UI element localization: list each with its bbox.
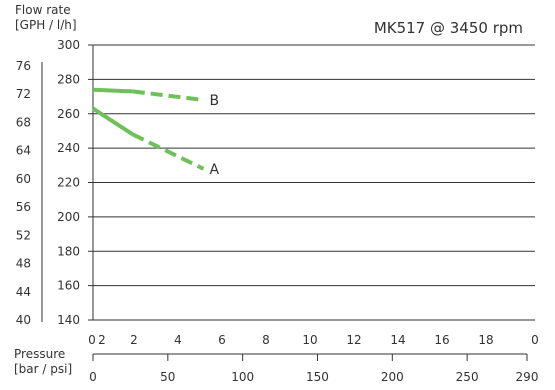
x-tick-label-bar: 0 (531, 333, 539, 347)
x-tick-label-bar: 0 (88, 333, 96, 347)
x-tick-label-bar: 4 (174, 333, 182, 347)
x-tick-label-bar: 12 (346, 333, 361, 347)
x-tick-label-psi: 50 (160, 370, 175, 384)
chart-title: MK517 @ 3450 rpm (374, 19, 523, 37)
y-tick-label-gph: 64 (16, 144, 31, 158)
series-a-solid (91, 106, 134, 137)
x-tick-label-psi: 250 (456, 370, 479, 384)
x-axis-label-line2: [bar / psi] (14, 362, 72, 376)
series-b-dashed (132, 89, 204, 102)
x-tick-label-bar: 8 (262, 333, 270, 347)
x-axis-bar-ticks: 0 2 2 4 6 8 10 12 14 16 18 0 (88, 333, 539, 347)
x-tick-label-bar: 16 (434, 333, 449, 347)
grid-lines (88, 44, 535, 321)
x-tick-label-bar: 2 (130, 333, 138, 347)
y-tick-label-gph: 72 (16, 87, 31, 101)
x-axis-psi-ticks: 0 50 100 150 200 250 290 (89, 354, 538, 384)
y-tick-label-lph: 240 (57, 141, 80, 155)
x-axis-label-line1: Pressure (14, 347, 65, 361)
y-axis-gph-ticks: 76 72 68 64 60 56 52 48 44 40 (16, 59, 31, 327)
y-tick-label-gph: 56 (16, 200, 31, 214)
y-tick-label-lph: 260 (57, 107, 80, 121)
series-lines: AB (91, 87, 220, 178)
y-tick-label-lph: 300 (57, 38, 80, 52)
y-tick-label-gph: 48 (16, 257, 31, 271)
x-tick-label-bar: 14 (390, 333, 405, 347)
x-tick-label-bar: 10 (302, 333, 317, 347)
y-tick-label-gph: 76 (16, 59, 31, 73)
series-a-dashed (131, 132, 205, 171)
series-label-a: A (210, 162, 220, 178)
y-tick-label-lph: 220 (57, 176, 80, 190)
x-tick-label-psi: 290 (516, 370, 539, 384)
y-tick-label-gph: 60 (16, 172, 31, 186)
x-tick-label-psi: 150 (306, 370, 329, 384)
y-tick-label-lph: 180 (57, 244, 80, 258)
series-b-solid (92, 87, 133, 94)
y-tick-label-gph: 68 (16, 115, 31, 129)
x-tick-label-psi: 100 (231, 370, 254, 384)
y-axis-lph-ticks: 300 280 260 240 220 200 180 160 140 (57, 38, 80, 327)
y-tick-label-gph: 40 (16, 313, 31, 327)
y-tick-label-gph: 44 (16, 285, 31, 299)
y-axis-label-line1: Flow rate (15, 3, 71, 17)
y-tick-label-lph: 200 (57, 210, 80, 224)
x-tick-label-bar: 18 (478, 333, 493, 347)
y-tick-label-lph: 140 (57, 313, 80, 327)
x-tick-label-psi: 0 (89, 370, 97, 384)
x-tick-label-bar: 6 (218, 333, 226, 347)
y-axis-label-line2: [GPH / l/h] (15, 18, 77, 32)
y-tick-label-lph: 280 (57, 72, 80, 86)
x-tick-label-bar: 2 (98, 333, 106, 347)
y-tick-label-gph: 52 (16, 228, 31, 242)
y-tick-label-lph: 160 (57, 279, 80, 293)
x-tick-label-psi: 200 (381, 370, 404, 384)
series-label-b: B (210, 93, 220, 109)
